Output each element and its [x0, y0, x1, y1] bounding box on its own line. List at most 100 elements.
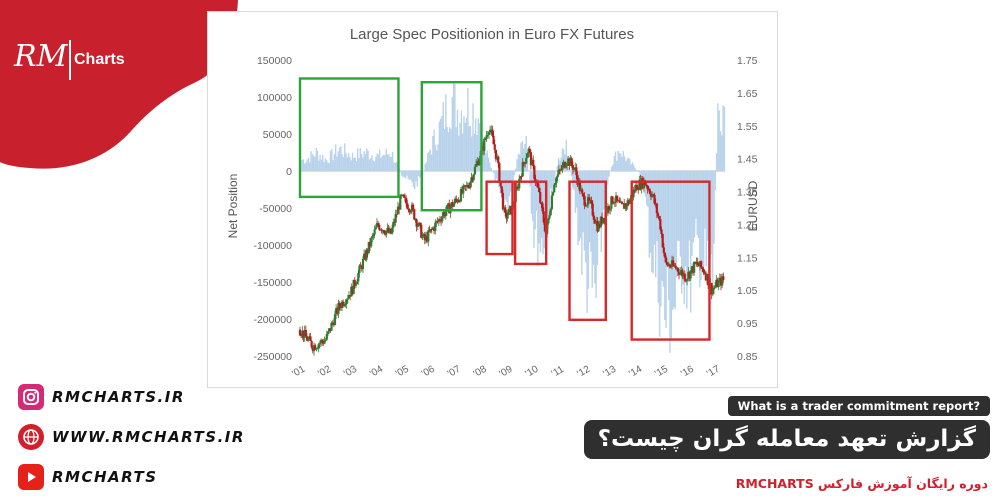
candle-body — [373, 229, 376, 235]
candle-body — [590, 200, 593, 204]
candle-body — [693, 262, 696, 273]
candle-body — [478, 159, 481, 166]
candle-body — [557, 169, 560, 175]
candle-body — [357, 273, 360, 282]
position-bar — [578, 171, 580, 241]
candle-body — [576, 175, 579, 185]
position-bar — [351, 152, 354, 171]
candle-body — [324, 339, 327, 341]
position-bar — [454, 83, 456, 171]
candle-body — [602, 218, 605, 224]
candle-body — [344, 303, 347, 305]
position-bar — [712, 171, 714, 285]
position-bar — [670, 171, 672, 340]
candle-body — [633, 189, 636, 192]
candle-body — [372, 234, 375, 236]
candle-body — [420, 224, 423, 238]
position-bar — [390, 156, 393, 171]
candle-body — [593, 219, 597, 224]
position-bar — [573, 171, 575, 190]
candle-body — [365, 249, 368, 260]
position-bar — [371, 155, 373, 171]
position-bar — [355, 161, 358, 171]
position-bar — [328, 163, 330, 171]
candle-body — [459, 189, 463, 202]
candle-body — [682, 273, 685, 277]
position-bar — [682, 171, 684, 285]
position-bar — [572, 171, 574, 188]
candle-body — [406, 203, 409, 209]
candle-body — [301, 330, 304, 336]
position-bar — [583, 171, 586, 251]
position-bar — [715, 153, 718, 171]
position-bar — [601, 171, 604, 221]
candle-body — [401, 194, 404, 196]
candle-body — [646, 185, 649, 190]
candle-body — [298, 329, 302, 336]
candle-body — [429, 228, 432, 232]
position-bar — [460, 110, 463, 171]
position-bar — [608, 171, 610, 177]
position-bar — [529, 171, 531, 187]
candle-body — [719, 277, 723, 286]
position-bar — [599, 171, 601, 221]
candle-body — [321, 340, 324, 342]
position-bar — [610, 166, 613, 171]
social-instagram[interactable]: RMCHARTS.IR — [18, 383, 185, 411]
position-bar — [512, 171, 514, 185]
candle-body — [405, 197, 408, 204]
position-bar — [669, 171, 671, 353]
brand-logo: RM Charts — [8, 32, 148, 88]
position-bar — [704, 171, 706, 229]
position-bar — [439, 118, 442, 171]
position-bar — [442, 101, 444, 171]
candle-body — [430, 228, 433, 230]
candle-body — [665, 257, 668, 263]
candle-body — [463, 185, 466, 187]
position-bar — [495, 171, 498, 179]
candle-body — [384, 232, 387, 235]
candle-body — [530, 159, 534, 166]
candle-body — [402, 194, 405, 198]
position-bar — [424, 163, 426, 171]
y-tick-label: 150000 — [257, 55, 292, 67]
social-website[interactable]: WWW.RMCHARTS.IR — [18, 423, 245, 451]
position-bar — [302, 159, 304, 171]
position-bar — [399, 171, 402, 173]
position-bar — [721, 135, 723, 171]
candle-body — [393, 221, 396, 223]
candle-body — [349, 295, 352, 297]
candle-body — [470, 177, 473, 183]
position-bar — [450, 128, 452, 171]
candle-body — [562, 162, 565, 165]
candle-body — [304, 329, 307, 337]
candle-body — [686, 278, 689, 281]
position-bar — [622, 150, 625, 171]
position-bar — [618, 153, 621, 171]
position-bar — [322, 154, 324, 171]
candle-body — [581, 189, 584, 194]
candle-body — [345, 299, 348, 304]
position-bar — [677, 171, 679, 241]
candle-body — [570, 158, 573, 165]
candle-body — [683, 273, 686, 281]
position-bar — [520, 142, 522, 171]
position-bar — [528, 171, 530, 172]
position-bar — [446, 126, 448, 171]
position-bar — [425, 162, 428, 171]
position-bar — [402, 171, 404, 177]
y2-axis-label: EURUSD — [746, 180, 760, 231]
candle-body — [591, 203, 594, 216]
y2-tick-label: 0.85 — [737, 351, 758, 363]
y2-tick-label: 1.35 — [737, 187, 758, 199]
social-youtube[interactable]: RMCHARTS — [18, 463, 158, 491]
candle-body — [428, 230, 431, 232]
position-bar — [382, 154, 385, 171]
position-bar — [350, 160, 352, 171]
position-bar — [340, 146, 342, 171]
y2-tick-label: 1.45 — [737, 154, 758, 166]
candle-body — [435, 221, 438, 223]
position-bar — [722, 105, 724, 171]
course-text: دوره رایگان آموزش فارکس RMCHARTS — [735, 476, 988, 491]
candle-body — [507, 208, 510, 216]
